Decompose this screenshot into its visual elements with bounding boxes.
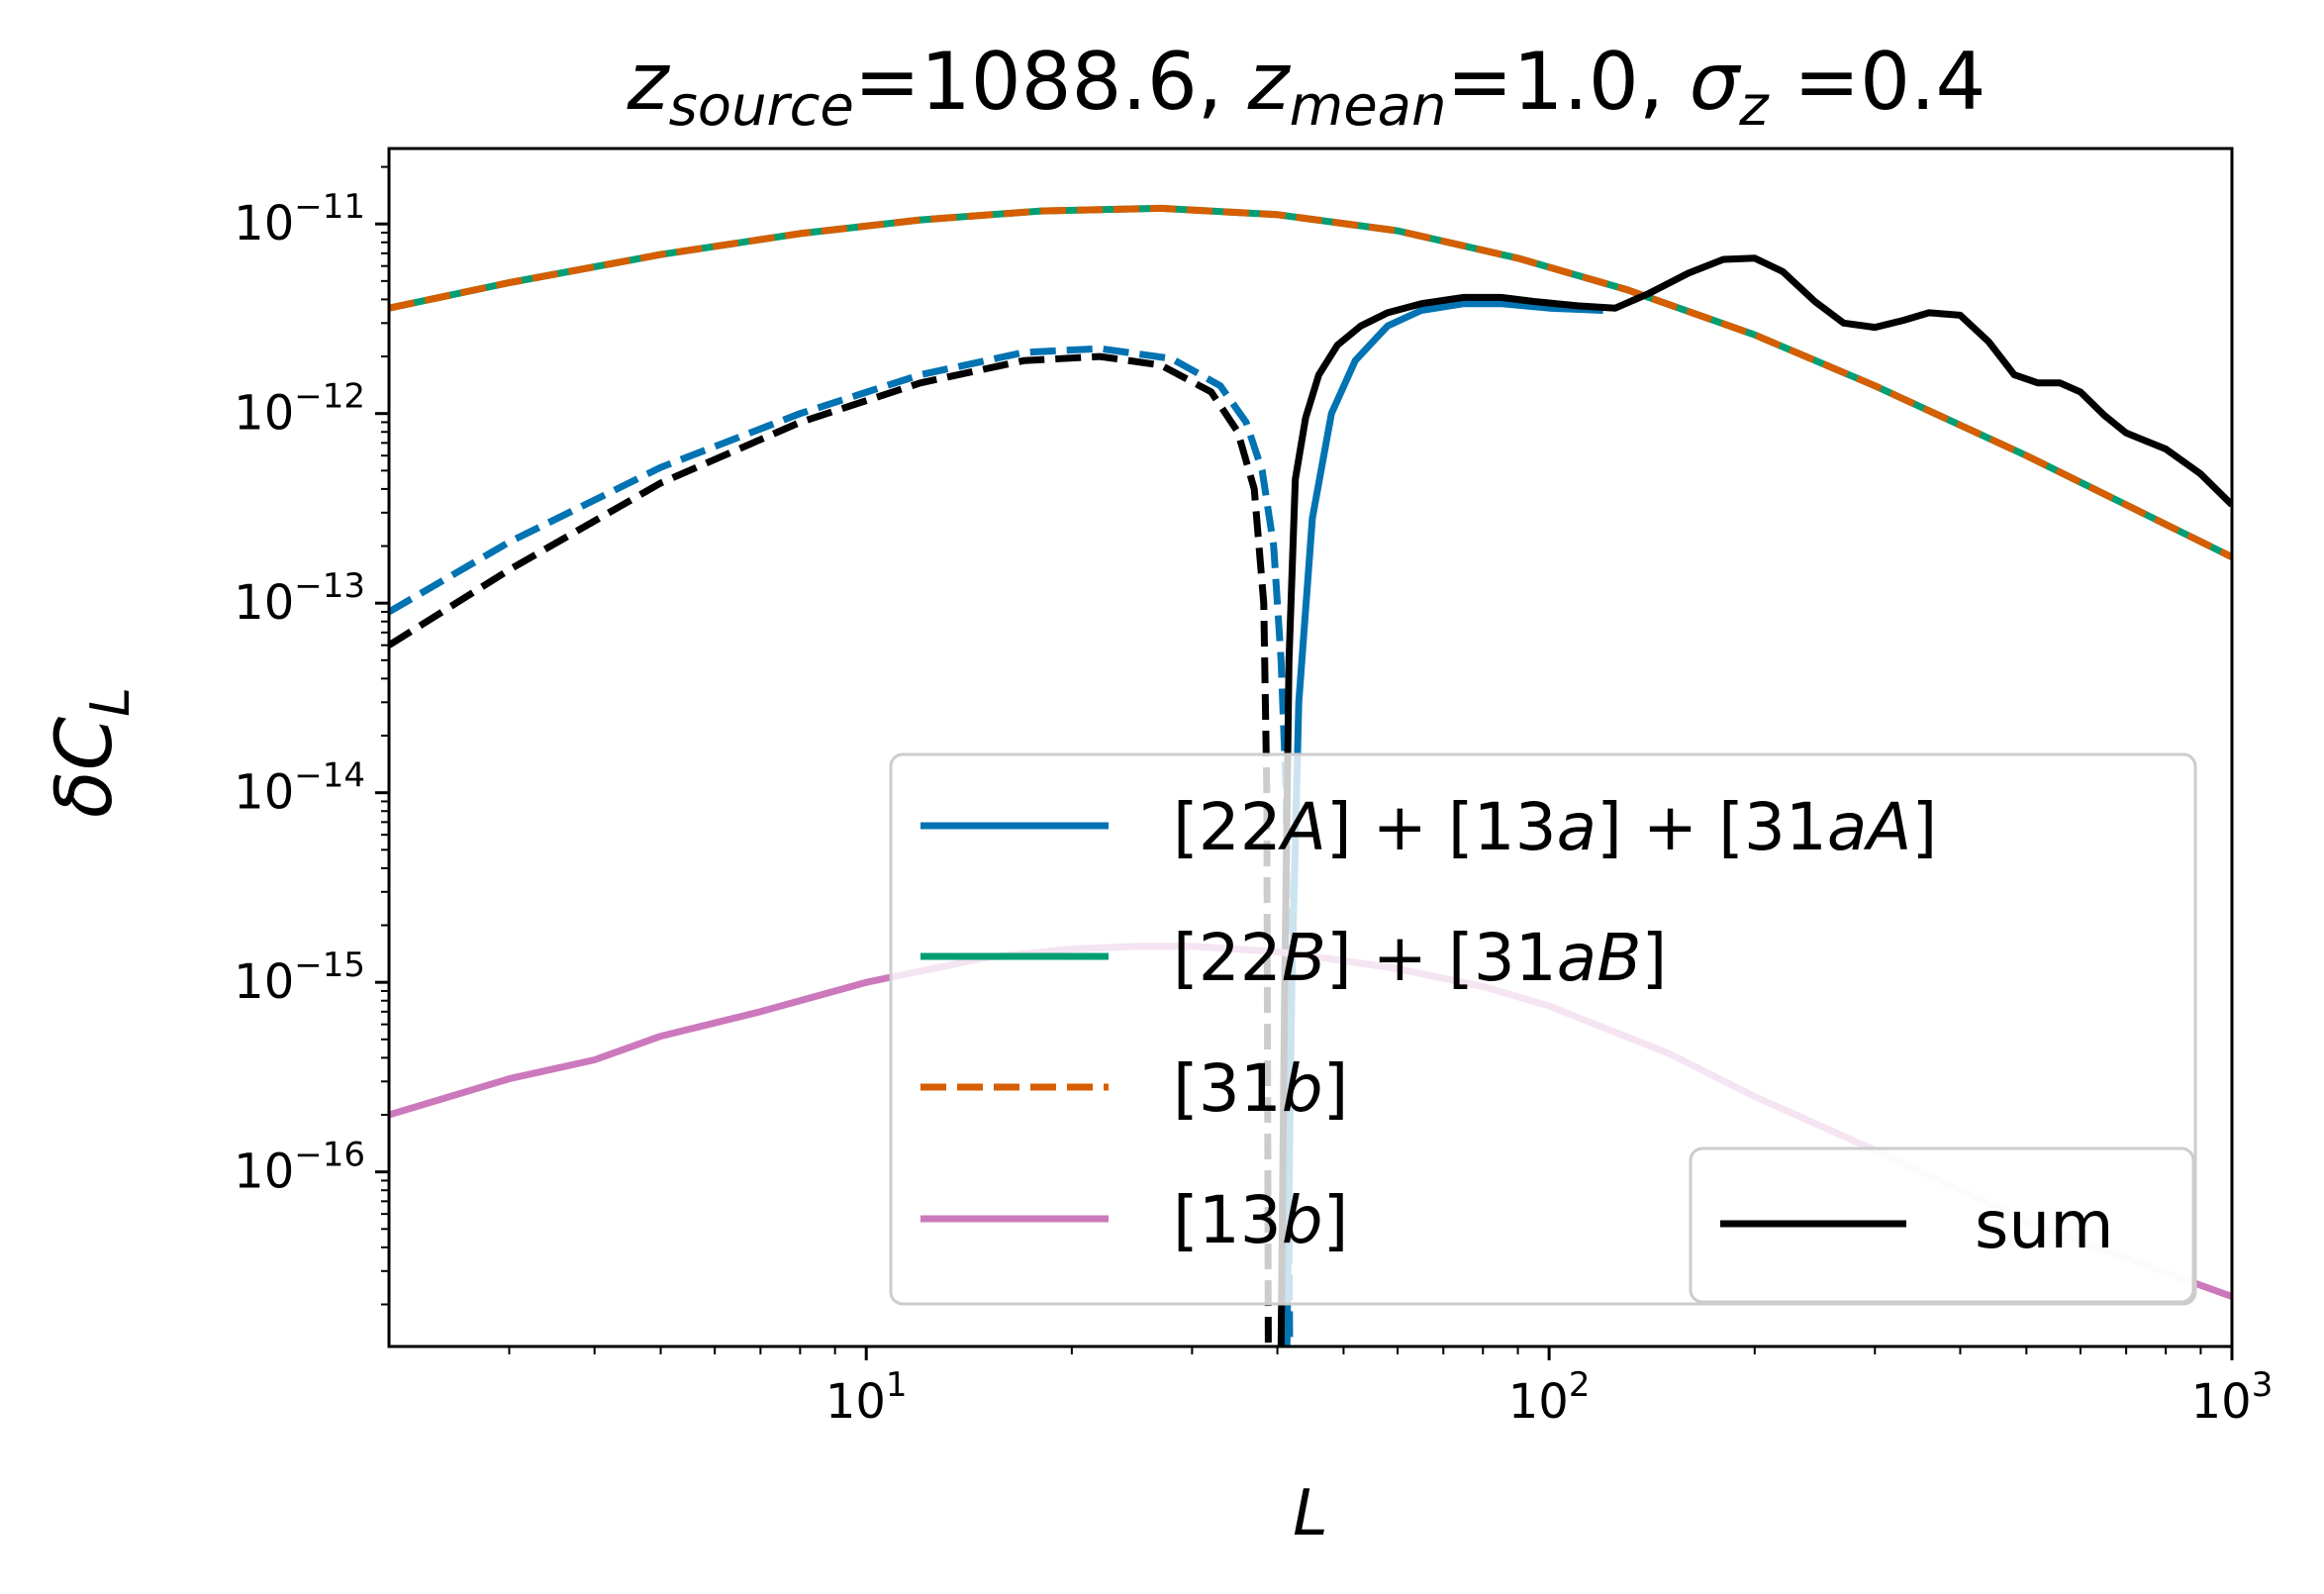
y-tick-label: 10−13: [234, 566, 365, 631]
plot-frame: [387, 147, 2234, 1348]
legend-sum: sum: [1689, 1146, 2195, 1304]
legend-label: sum: [1975, 1187, 2114, 1263]
legend-label: [31b]: [1173, 1050, 1348, 1127]
x-tick-label: 101: [825, 1365, 908, 1430]
y-tick-label: 10−14: [234, 756, 365, 821]
series-line-31b: [389, 204, 2232, 560]
x-axis-label: L: [1293, 1477, 1328, 1550]
legend-layer: [22A] + [13a] + [31aA] [22B] + [31aB] [31b…: [889, 752, 2197, 1306]
series-line-22a-13a-31aa: [389, 345, 1294, 1346]
series-layer: [389, 204, 2232, 1346]
y-tick-label: 10−16: [234, 1136, 365, 1200]
y-tick-label: 10−11: [234, 187, 365, 251]
legend-label: [13b]: [1173, 1182, 1348, 1258]
series-line-sum: [1277, 254, 2232, 1346]
x-tick-label: 102: [1508, 1365, 1591, 1430]
legend-label: [22B] + [31aB]: [1173, 920, 1667, 996]
legend-frame: [1689, 1146, 2195, 1304]
x-tick-label: 103: [2191, 1365, 2274, 1430]
legend-label: [22A] + [13a] + [31aA]: [1173, 789, 1937, 865]
y-axis-label: δCL: [41, 687, 142, 818]
ticks-layer: 101 102 103 10−11 10−12 10−13 10−14 10−15 10−16: [234, 165, 2274, 1430]
chart-title: zsource=1088.6, zmean=1.0, σz =0.4: [627, 36, 1986, 139]
y-tick-label: 10−12: [234, 377, 365, 442]
y-tick-label: 10−15: [234, 946, 365, 1010]
series-line-sum-negative: [389, 352, 1272, 1346]
series-line-22a-13a-31aa-positive: [1283, 300, 1603, 1346]
